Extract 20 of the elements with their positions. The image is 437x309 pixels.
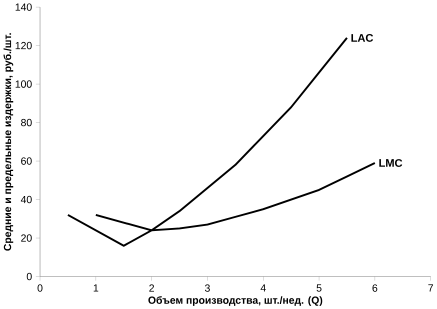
x-tick-label: 6 (372, 284, 378, 292)
y-tick-label: 0 (26, 272, 32, 280)
y-tick-label: 20 (21, 234, 32, 242)
y-tick-label: 40 (20, 196, 32, 204)
x-tick-label: 0 (38, 284, 42, 292)
x-tick-label: 3 (204, 284, 210, 292)
y-axis-title: Средние и предельные издержки, руб./шт. (3, 33, 14, 250)
x-tick-label: 7 (428, 284, 434, 292)
x-tick-label: 5 (316, 284, 322, 292)
y-tick-label: 60 (21, 157, 32, 165)
y-tick-label: 80 (21, 118, 32, 126)
x-tick-label: 4 (260, 284, 266, 292)
series-label: LAC (351, 34, 374, 42)
series-label: LMC (379, 158, 402, 167)
y-tick-label: 120 (16, 42, 32, 50)
x-axis-title: Объем производства, шт./нед. (Q) (148, 296, 322, 306)
y-tick-label: 100 (16, 80, 32, 88)
y-tick-label: 140 (16, 3, 32, 11)
x-tick-label: 1 (94, 284, 98, 292)
x-tick-label: 2 (149, 284, 154, 292)
